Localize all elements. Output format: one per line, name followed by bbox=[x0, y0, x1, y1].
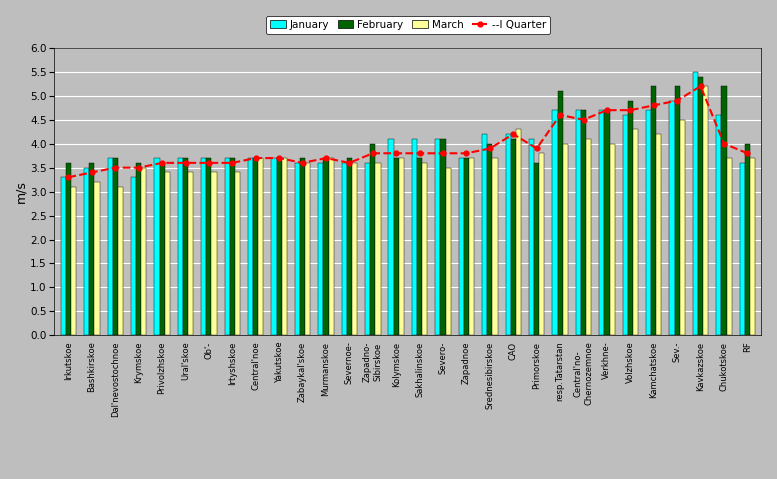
Bar bbox=[165, 172, 170, 335]
Bar bbox=[271, 158, 277, 335]
Bar bbox=[628, 101, 633, 335]
Bar bbox=[506, 134, 510, 335]
Bar bbox=[581, 110, 586, 335]
Bar bbox=[370, 144, 375, 335]
Bar bbox=[118, 187, 123, 335]
Bar bbox=[529, 139, 534, 335]
Bar bbox=[721, 86, 726, 335]
Bar bbox=[300, 158, 305, 335]
Bar bbox=[539, 153, 545, 335]
Bar bbox=[201, 158, 207, 335]
Bar bbox=[657, 134, 661, 335]
Bar bbox=[248, 158, 253, 335]
Bar bbox=[329, 158, 333, 335]
Bar bbox=[294, 163, 300, 335]
Bar bbox=[365, 163, 370, 335]
Bar bbox=[95, 182, 99, 335]
Bar bbox=[394, 158, 399, 335]
Bar bbox=[277, 158, 282, 335]
Bar bbox=[211, 172, 217, 335]
Bar bbox=[605, 110, 609, 335]
Bar bbox=[651, 86, 657, 335]
Bar bbox=[352, 163, 357, 335]
Bar bbox=[84, 168, 89, 335]
Bar bbox=[417, 158, 422, 335]
Bar bbox=[225, 158, 230, 335]
Bar bbox=[141, 168, 146, 335]
Bar bbox=[305, 163, 310, 335]
Bar bbox=[422, 163, 427, 335]
Bar bbox=[464, 158, 469, 335]
Bar bbox=[599, 110, 605, 335]
Bar bbox=[558, 91, 563, 335]
Bar bbox=[703, 86, 709, 335]
Bar bbox=[516, 129, 521, 335]
Bar bbox=[188, 172, 193, 335]
Bar bbox=[740, 163, 745, 335]
Legend: January, February, March, --I Quarter: January, February, March, --I Quarter bbox=[266, 16, 550, 34]
Bar bbox=[230, 158, 235, 335]
Y-axis label: m/s: m/s bbox=[14, 180, 27, 203]
Bar bbox=[323, 158, 329, 335]
Bar bbox=[586, 139, 591, 335]
Bar bbox=[552, 110, 558, 335]
Bar bbox=[399, 158, 404, 335]
Bar bbox=[622, 115, 628, 335]
Bar bbox=[319, 163, 323, 335]
Bar bbox=[633, 129, 638, 335]
Bar bbox=[61, 177, 66, 335]
Bar bbox=[693, 72, 698, 335]
Bar bbox=[155, 158, 159, 335]
Bar bbox=[534, 163, 539, 335]
Bar bbox=[342, 163, 347, 335]
Bar bbox=[670, 101, 674, 335]
Bar bbox=[750, 158, 755, 335]
Bar bbox=[563, 144, 568, 335]
Bar bbox=[375, 163, 381, 335]
Bar bbox=[388, 139, 394, 335]
Bar bbox=[510, 139, 516, 335]
Bar bbox=[609, 144, 615, 335]
Bar bbox=[66, 163, 71, 335]
Bar bbox=[646, 110, 651, 335]
Bar bbox=[576, 110, 581, 335]
Bar bbox=[258, 158, 263, 335]
Bar bbox=[745, 144, 750, 335]
Bar bbox=[458, 158, 464, 335]
Bar bbox=[131, 177, 136, 335]
Bar bbox=[698, 77, 703, 335]
Bar bbox=[89, 163, 95, 335]
Bar bbox=[159, 163, 165, 335]
Bar bbox=[71, 187, 76, 335]
Bar bbox=[441, 139, 446, 335]
Bar bbox=[235, 172, 240, 335]
Bar bbox=[183, 158, 188, 335]
Bar bbox=[207, 158, 211, 335]
Bar bbox=[469, 158, 474, 335]
Bar bbox=[446, 168, 451, 335]
Bar bbox=[674, 86, 680, 335]
Bar bbox=[680, 120, 685, 335]
Bar bbox=[487, 144, 493, 335]
Bar bbox=[113, 158, 118, 335]
Bar bbox=[178, 158, 183, 335]
Bar bbox=[136, 163, 141, 335]
Bar bbox=[483, 134, 487, 335]
Bar bbox=[107, 158, 113, 335]
Bar bbox=[716, 115, 721, 335]
Bar bbox=[726, 158, 732, 335]
Bar bbox=[412, 139, 417, 335]
Bar bbox=[493, 158, 497, 335]
Bar bbox=[253, 158, 258, 335]
Bar bbox=[282, 158, 287, 335]
Bar bbox=[435, 139, 441, 335]
Bar bbox=[347, 158, 352, 335]
